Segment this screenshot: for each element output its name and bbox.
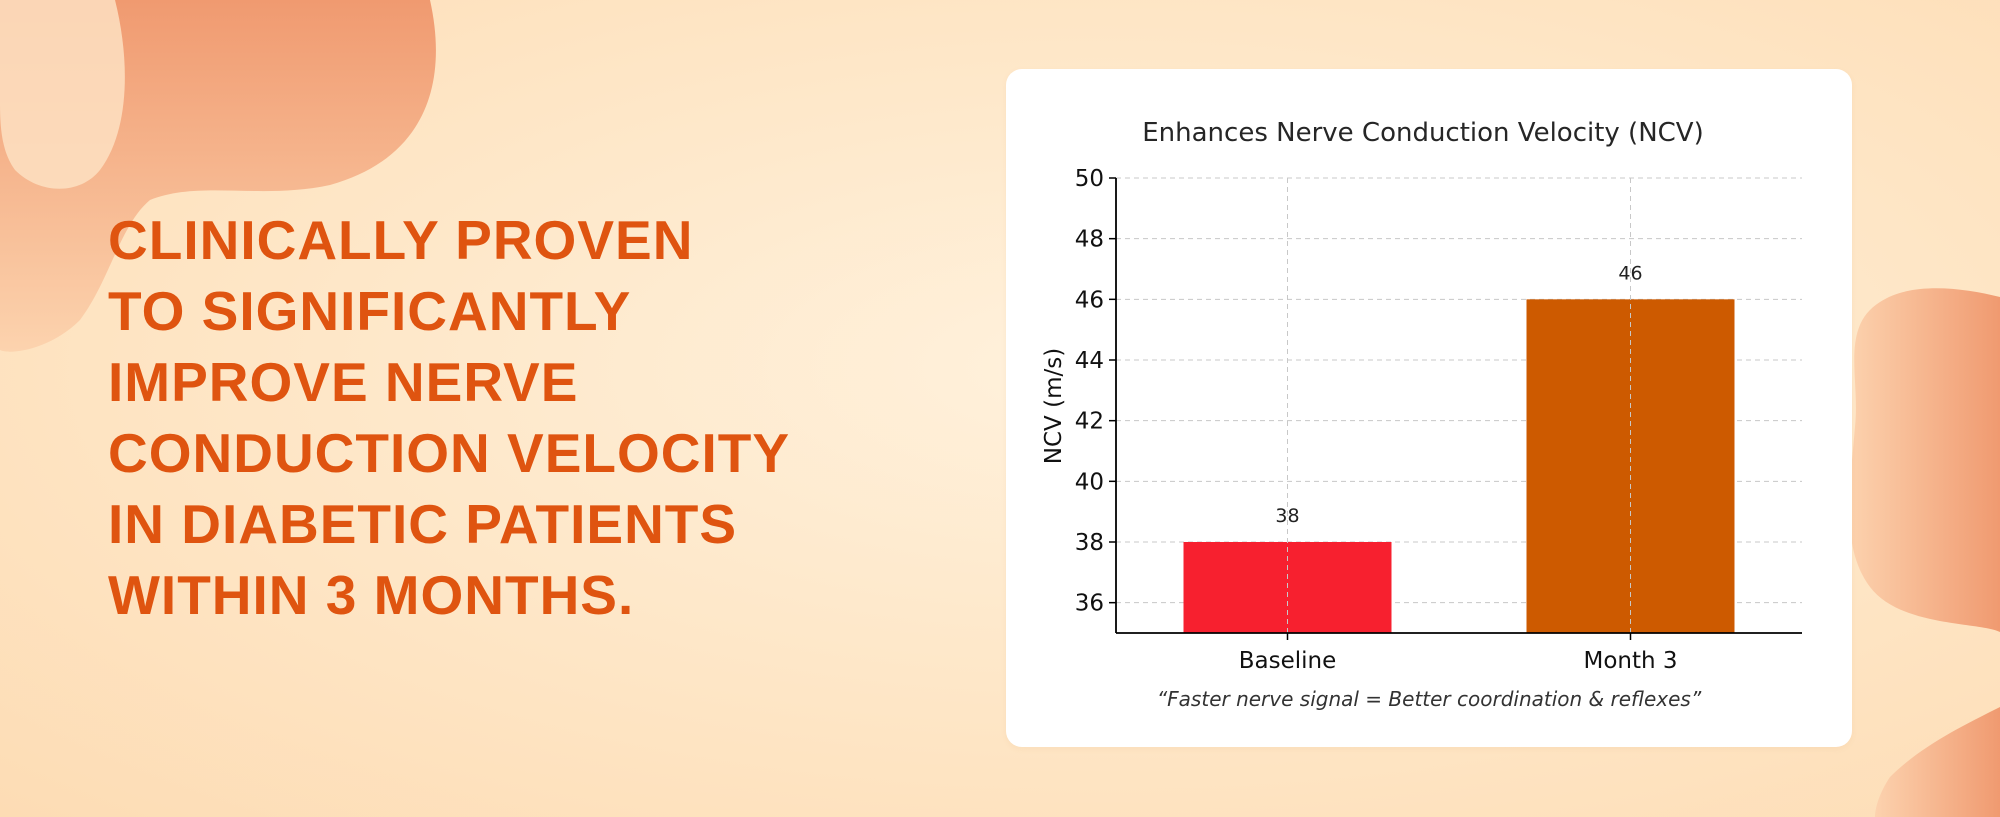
data-label-1: 46 [1618,262,1642,284]
tick-labels: 36 38 40 42 44 46 48 50 Baseline Month 3 [1075,166,1678,669]
bars [1183,299,1735,633]
data-label-0: 38 [1275,505,1299,527]
y-tick-label-42: 42 [1075,409,1104,435]
y-tick-label-50: 50 [1075,166,1104,192]
bar-chart: Enhances Nerve Conduction Velocity (NCV)… [1041,118,1802,669]
headline-line-6: WITHIN 3 MONTHS. [108,564,635,626]
y-axis-label: NCV (m/s) [1041,348,1067,464]
axes [1109,177,1802,640]
chart-caption: “Faster nerve signal = Better coordinati… [1156,687,1702,711]
chart-title: Enhances Nerve Conduction Velocity (NCV) [1142,118,1704,148]
headline-line-2: TO SIGNIFICANTLY [108,280,632,342]
data-labels: 38 46 [1275,262,1642,527]
y-tick-label-46: 46 [1075,287,1104,313]
y-tick-label-38: 38 [1075,530,1104,556]
background-blob-top-left [0,0,436,352]
headline: CLINICALLY PROVEN TO SIGNIFICANTLY IMPRO… [108,205,790,631]
headline-line-5: IN DIABETIC PATIENTS [108,493,738,555]
headline-line-1: CLINICALLY PROVEN [108,209,694,271]
vertical-gridlines [1287,178,1631,633]
y-tick-label-40: 40 [1075,469,1104,495]
headline-line-4: CONDUCTION VELOCITY [108,422,791,484]
y-tick-label-36: 36 [1075,591,1104,617]
x-tick-label-0: Baseline [1239,648,1337,669]
chart-card: Enhances Nerve Conduction Velocity (NCV)… [1006,69,1852,747]
y-tick-label-48: 48 [1075,227,1104,253]
x-tick-label-1: Month 3 [1583,648,1677,669]
headline-line-3: IMPROVE NERVE [108,351,579,413]
y-tick-label-44: 44 [1075,348,1104,374]
background-blob-right [1849,288,2000,817]
